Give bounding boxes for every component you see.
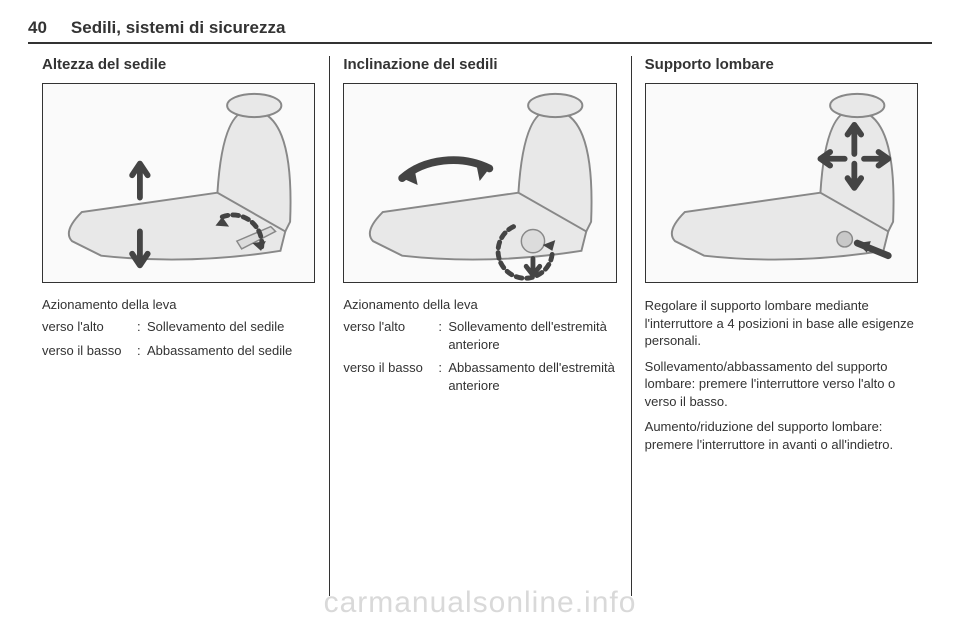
illustration-seat-height [42, 83, 315, 283]
definition-row: verso il basso : Abbassamento dell'estre… [343, 359, 616, 394]
def-desc: Sollevamento del sedile [147, 318, 315, 336]
caption: Azionamento della leva [42, 297, 315, 312]
def-desc: Abbassamento del sedile [147, 342, 315, 360]
section-title: Supporto lombare [645, 56, 918, 73]
section-title: Altezza del sedile [42, 56, 315, 73]
manual-page: 40 Sedili, sistemi di sicurezza Altezza … [0, 0, 960, 616]
definition-row: verso il basso : Abbassamento del sedile [42, 342, 315, 360]
caption: Azionamento della leva [343, 297, 616, 312]
paragraph: Sollevamento/abbassamento del supporto l… [645, 358, 918, 411]
definition-row: verso l'alto : Sollevamento dell'estremi… [343, 318, 616, 353]
illustration-seat-tilt [343, 83, 616, 283]
chapter-title: Sedili, sistemi di sicurezza [71, 18, 285, 38]
column-seat-tilt: Inclinazione del sedili [329, 56, 630, 596]
definition-list: verso l'alto : Sollevamento del sedile v… [42, 318, 315, 359]
page-header: 40 Sedili, sistemi di sicurezza [28, 18, 932, 44]
def-term: verso l'alto [343, 318, 438, 336]
paragraph: Aumento/riduzione del supporto lombare: … [645, 418, 918, 453]
def-desc: Sollevamento dell'estremità anteriore [448, 318, 616, 353]
def-colon: : [137, 342, 147, 360]
definition-row: verso l'alto : Sollevamento del sedile [42, 318, 315, 336]
def-term: verso l'alto [42, 318, 137, 336]
paragraph: Regolare il supporto lombare mediante l'… [645, 297, 918, 350]
def-colon: : [438, 359, 448, 377]
def-desc: Abbassamento dell'estremità anteriore [448, 359, 616, 394]
def-term: verso il basso [343, 359, 438, 377]
definition-list: verso l'alto : Sollevamento dell'estremi… [343, 318, 616, 394]
columns-container: Altezza del sedile [28, 56, 932, 596]
section-title: Inclinazione del sedili [343, 56, 616, 73]
column-seat-height: Altezza del sedile [28, 56, 329, 596]
def-colon: : [438, 318, 448, 336]
page-number: 40 [28, 18, 47, 38]
illustration-lumbar-support [645, 83, 918, 283]
column-lumbar-support: Supporto lombare [631, 56, 932, 596]
def-term: verso il basso [42, 342, 137, 360]
def-colon: : [137, 318, 147, 336]
